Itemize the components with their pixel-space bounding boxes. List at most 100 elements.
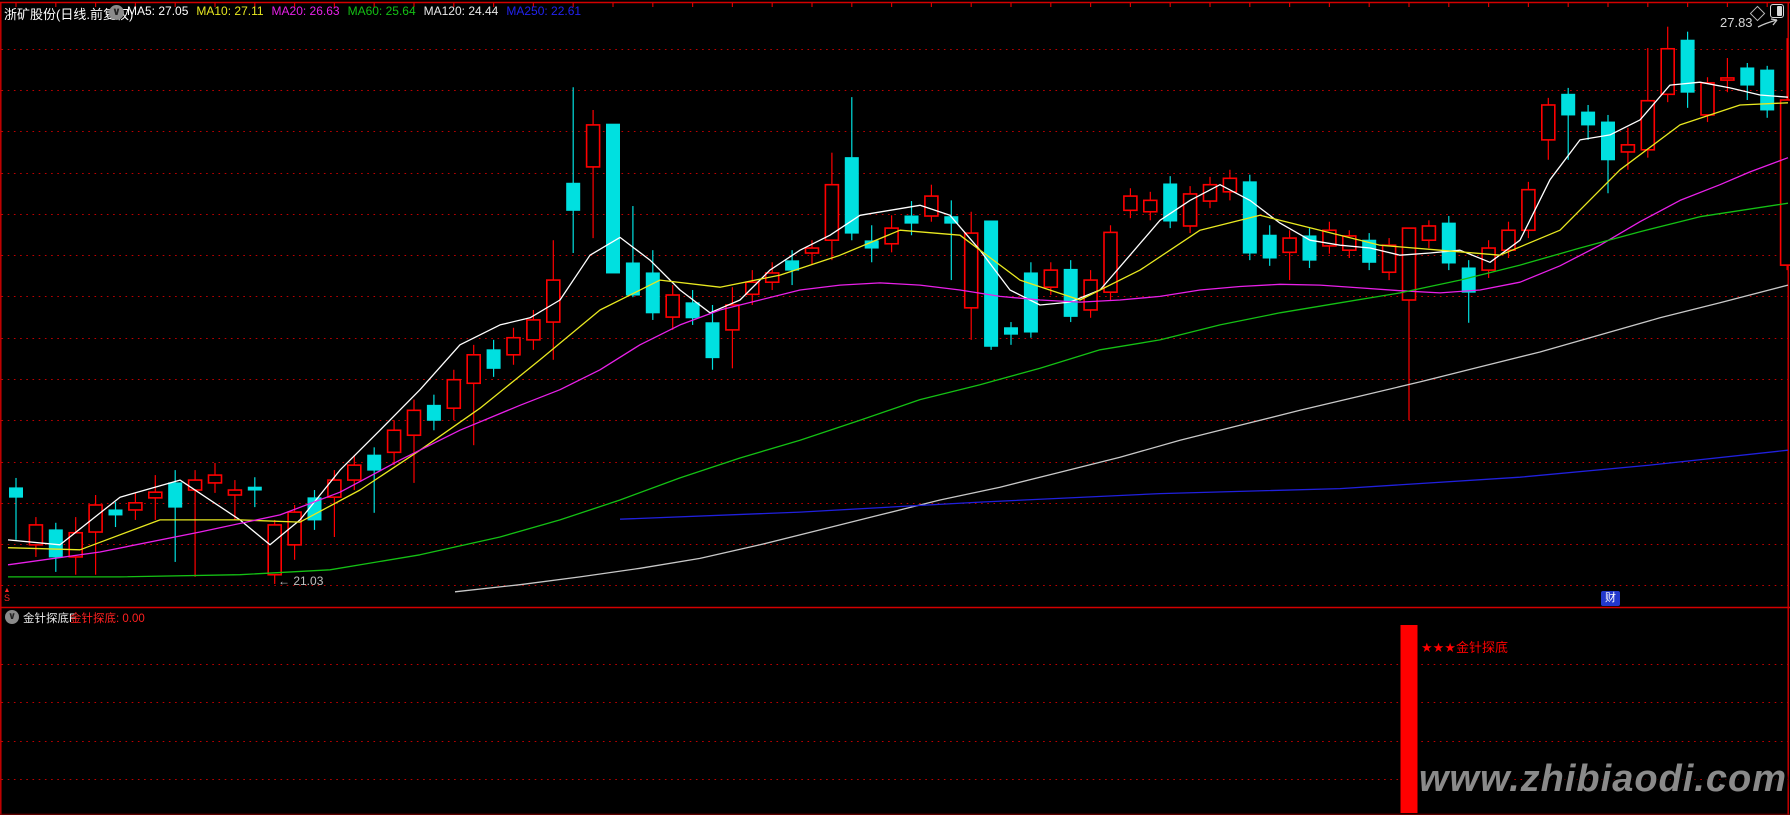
ma-legend-item: MA120: 24.44 — [423, 4, 499, 18]
candle-body — [545, 279, 561, 323]
candle-body — [1362, 239, 1377, 263]
candle-body — [227, 489, 243, 496]
candle-body — [1401, 227, 1417, 301]
ma-legend-item: MA60: 25.64 — [347, 4, 416, 18]
candle-body — [1302, 235, 1317, 261]
candle-body — [1700, 82, 1715, 116]
candle-body — [1561, 93, 1576, 116]
candle-body — [665, 294, 681, 318]
candle-body — [1720, 77, 1735, 81]
ma-line-ma20 — [7, 157, 1789, 566]
candle-body — [1760, 69, 1775, 111]
last-price-label: 27.83 — [1720, 15, 1753, 30]
ma-legend-item: MA10: 27.11 — [196, 4, 264, 18]
candle-body — [1004, 327, 1018, 335]
candle-body — [785, 260, 800, 271]
candle-body — [1163, 183, 1178, 222]
candle-body — [1282, 237, 1297, 254]
price-arrow-head — [1770, 18, 1778, 26]
candle-body — [148, 491, 163, 499]
candle-body — [1581, 111, 1596, 126]
candle-body — [486, 349, 501, 369]
up-arrow-icon: ▲ — [3, 587, 11, 594]
ma-line-ma60 — [8, 202, 1789, 578]
candle-body — [1620, 144, 1636, 153]
panel-layout-icon[interactable] — [1770, 4, 1784, 18]
ma-legend-item: MA20: 26.63 — [271, 4, 340, 18]
candle-body — [1501, 229, 1516, 251]
candle-body — [1103, 231, 1118, 293]
candle-body — [88, 504, 103, 533]
candle-body — [207, 474, 223, 484]
candle-body — [1640, 99, 1656, 151]
candle-body — [128, 502, 143, 511]
candle-body — [1322, 229, 1337, 247]
candle-body — [1541, 104, 1556, 141]
price-arrow — [1757, 19, 1778, 28]
candle-body — [9, 487, 23, 498]
candle-body — [1182, 193, 1198, 227]
candle-body — [386, 429, 402, 454]
stock-title: 浙矿股份(日线.前复权) — [4, 7, 134, 22]
candle-body — [924, 195, 939, 217]
candle-body — [1143, 199, 1158, 213]
ma-line-ma5 — [7, 81, 1789, 546]
candle-body — [625, 262, 640, 296]
candle-body — [1123, 195, 1138, 212]
ma-line-ma10 — [7, 102, 1789, 551]
candle-body — [506, 336, 521, 356]
candle-body — [645, 272, 660, 314]
candle-body — [267, 524, 283, 576]
candle-body — [585, 124, 601, 168]
candle-body — [1023, 272, 1038, 333]
candle-body — [1043, 269, 1059, 288]
candle-body — [1601, 121, 1615, 161]
candle-body — [426, 404, 441, 421]
candle-body — [566, 182, 581, 211]
candle-body — [168, 482, 183, 508]
ma-legend: MA5: 27.05 MA10: 27.11 MA20: 26.63 MA60: 25… — [127, 4, 581, 18]
candle-body — [1262, 234, 1277, 259]
panel-layout-icon-fill — [1777, 6, 1782, 16]
candle-body — [1381, 244, 1397, 274]
ma-legend-item: MA5: 27.05 — [127, 4, 189, 18]
candle-body — [705, 322, 720, 359]
candle-body — [984, 220, 999, 347]
candle-body — [1660, 47, 1675, 96]
candle-body — [466, 354, 482, 385]
sub-indicator-value: 金针探底: 0.00 — [70, 613, 145, 625]
candle-body — [1421, 225, 1437, 242]
signal-bar — [1400, 625, 1418, 813]
candle-body — [346, 464, 362, 481]
marked-low-label: ← 21.03 — [278, 574, 324, 588]
ma-legend-item: MA250: 22.61 — [506, 4, 582, 18]
candle-body — [446, 378, 462, 409]
sub-indicator-name[interactable]: 金针探底F — [23, 613, 77, 625]
ma-line-ma250 — [619, 449, 1789, 520]
ma-line-ma120 — [454, 284, 1789, 593]
candle-body — [406, 409, 422, 437]
candle-body — [1441, 222, 1456, 264]
watermark: www.zhibiaodi.com — [1418, 758, 1787, 800]
candle-body — [367, 454, 382, 471]
scale-flag-marker: ▲ S — [3, 587, 11, 603]
candle-body — [685, 302, 700, 319]
candle-body — [108, 509, 123, 516]
chevron-down-icon[interactable]: ∨ — [109, 5, 124, 20]
candle-body — [287, 511, 302, 546]
candle-body — [247, 486, 262, 491]
candle-body — [1740, 67, 1755, 86]
signal-star-label: ★★★金针探底 — [1421, 640, 1508, 655]
cai-info-tag[interactable]: 财 — [1601, 591, 1620, 606]
candle-body — [804, 247, 820, 254]
candle-body — [904, 215, 919, 224]
sub-panel-chevron-down-icon[interactable]: ∨ — [5, 610, 19, 624]
candle-body — [187, 479, 203, 491]
candle-body — [1779, 99, 1790, 266]
candle-body — [824, 183, 840, 242]
candle-body — [606, 123, 620, 274]
candle-body — [526, 319, 541, 341]
candle-body — [1481, 247, 1496, 271]
